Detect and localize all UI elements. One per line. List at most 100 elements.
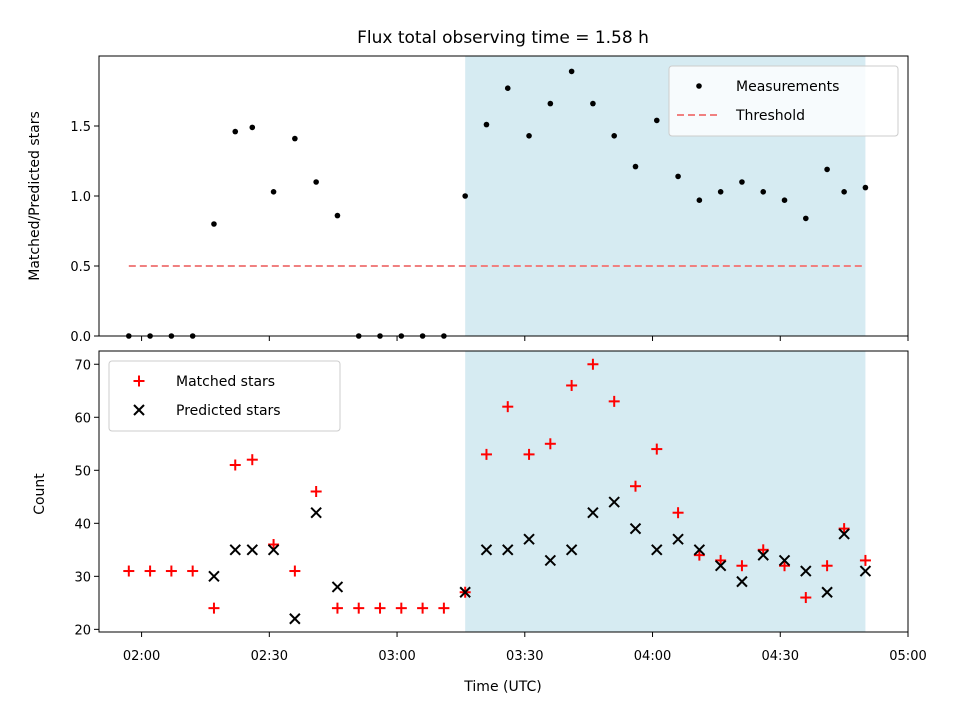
- legend-label: Threshold: [735, 108, 805, 124]
- matched-stars-point: [838, 523, 850, 535]
- y-tick-label: 1.5: [70, 120, 91, 135]
- matched-stars-point: [353, 602, 365, 614]
- predicted-stars-point: [757, 549, 769, 561]
- y-tick-label: 30: [74, 570, 91, 585]
- predicted-stars-point: [800, 565, 812, 577]
- predicted-stars-point: [208, 570, 220, 583]
- x-axis-label: Time (UTC): [463, 679, 541, 695]
- matched-stars-point: [229, 459, 241, 471]
- matched-stars-point: [144, 565, 156, 577]
- measurements-point: [739, 179, 745, 185]
- measurements-point: [232, 128, 239, 135]
- top-legend: Measurements Threshold: [668, 65, 899, 137]
- matched-stars-point: [693, 549, 705, 561]
- predicted-stars-point: [459, 586, 471, 598]
- x-tick-label: 04:30: [762, 649, 799, 664]
- measurements-point: [611, 133, 618, 139]
- predicted-stars-point: [608, 496, 620, 508]
- predicted-stars-point: [565, 544, 578, 556]
- measurements-point: [717, 189, 724, 195]
- measurements-point: [504, 85, 511, 91]
- bottom-panel: 20 30 40 50 60 70 02:00 02:30 03:00 03:30 04:00 04…: [32, 350, 927, 664]
- predicted-stars-point: [523, 533, 535, 545]
- matched-stars-point: [331, 602, 343, 614]
- matched-stars-point: [715, 554, 727, 566]
- legend-box: [108, 360, 341, 432]
- matched-stars-point: [374, 602, 386, 614]
- measurements-point: [696, 197, 703, 203]
- y-tick-label: 0.0: [70, 330, 91, 345]
- predicted-stars-point: [502, 544, 514, 556]
- measurements-point: [249, 124, 256, 131]
- chart-title: Flux total observing time = 1.58 h: [357, 28, 649, 48]
- legend-matched-stars-swatch: [133, 375, 145, 387]
- predicted-stars-point: [651, 544, 663, 556]
- matched-stars-point: [608, 395, 620, 407]
- y-tick-label: 70: [74, 358, 91, 373]
- measurements-point: [824, 166, 830, 173]
- measurements-point: [568, 68, 575, 75]
- legend-box: [668, 65, 899, 137]
- matched-stars-point: [544, 438, 556, 450]
- predicted-stars-point: [289, 613, 301, 625]
- matched-stars-point: [289, 565, 301, 577]
- matched-stars-point: [417, 602, 429, 614]
- measurements-point: [803, 215, 809, 222]
- predicted-stars-point: [778, 554, 791, 567]
- measurements-point: [526, 133, 532, 139]
- predicted-stars-point: [480, 544, 493, 556]
- measurements-point: [270, 189, 277, 195]
- predicted-stars-point: [629, 522, 642, 535]
- predicted-stars-point: [672, 533, 684, 545]
- measurements-point: [483, 121, 490, 128]
- predicted-stars-point: [331, 581, 344, 593]
- predicted-stars-point: [544, 554, 557, 567]
- matched-stars-point: [800, 592, 812, 604]
- predicted-stars-point: [838, 528, 850, 540]
- y-tick-label: 40: [74, 517, 91, 532]
- predicted-stars-point: [587, 507, 599, 519]
- legend-label: Predicted stars: [176, 403, 281, 419]
- measurements-point: [334, 212, 341, 219]
- matched-stars-point: [480, 448, 492, 460]
- matched-stars-point: [268, 539, 280, 551]
- matched-stars-point: [165, 565, 177, 577]
- predicted-stars-point: [310, 507, 322, 519]
- bottom-axes-frame: [98, 350, 909, 633]
- measurements-point: [760, 189, 767, 195]
- matched-stars-point: [123, 565, 135, 577]
- measurements-point: [862, 184, 869, 191]
- matched-stars-point: [672, 507, 684, 519]
- predicted-stars-point: [267, 544, 280, 556]
- x-tick-label: 03:30: [506, 649, 543, 664]
- legend-label: Measurements: [736, 79, 839, 95]
- bottom-y-axis-label: Count: [32, 473, 48, 515]
- predicted-stars-point: [246, 544, 258, 556]
- matched-stars-point: [310, 486, 322, 497]
- bottom-legend: Matched stars Predicted stars: [108, 360, 341, 432]
- matched-stars-point: [629, 480, 641, 492]
- legend-label: Matched stars: [176, 374, 275, 390]
- highlight-span: [465, 351, 866, 632]
- y-tick-label: 0.5: [70, 260, 91, 275]
- measurements-point: [211, 221, 217, 227]
- matched-stars-point: [187, 565, 199, 577]
- measurements-point: [781, 197, 788, 203]
- predicted-stars-point: [229, 544, 241, 556]
- matched-stars-point: [736, 560, 748, 572]
- y-tick-label: 20: [74, 623, 91, 638]
- measurements-point: [292, 135, 298, 142]
- matched-stars-point: [395, 602, 407, 614]
- matched-stars-point: [779, 560, 791, 572]
- y-tick-label: 1.0: [70, 190, 91, 205]
- matched-stars-point: [566, 379, 578, 391]
- predicted-stars-point: [859, 565, 872, 577]
- measurements-point: [632, 163, 639, 170]
- measurements-point: [590, 100, 596, 107]
- measurements-point: [313, 179, 319, 185]
- matched-stars-point: [651, 443, 663, 455]
- x-tick-label: 04:00: [634, 649, 671, 664]
- measurements-point: [675, 173, 681, 180]
- matched-stars-point: [523, 448, 535, 460]
